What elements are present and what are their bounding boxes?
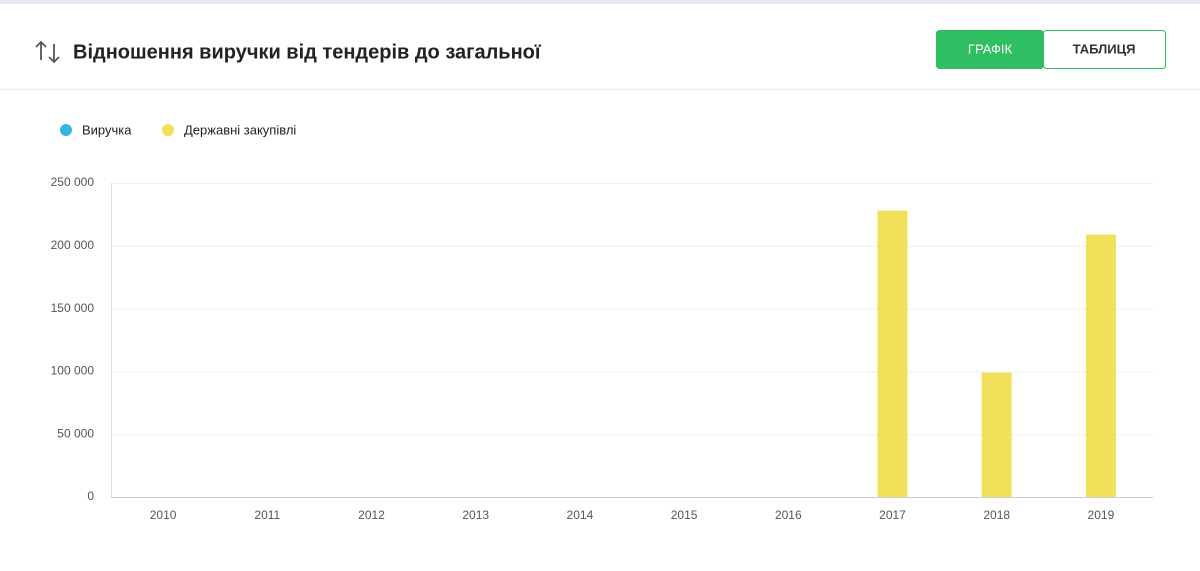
bar [981, 372, 1012, 497]
y-tick-label: 200 000 [51, 238, 95, 252]
x-tick-label: 2015 [671, 508, 698, 522]
y-tick-label: 150 000 [51, 301, 95, 315]
x-tick-label: 2017 [879, 508, 906, 522]
bar [877, 210, 908, 497]
chart-title: Відношення виручки від тендерів до загал… [73, 41, 541, 63]
button-label[interactable]: ТАБЛИЦЯ [1073, 41, 1136, 56]
x-tick-label: 2019 [1088, 508, 1115, 522]
y-tick-label: 250 000 [51, 175, 95, 189]
legend-marker [60, 124, 72, 136]
legend-label: Виручка [82, 122, 132, 137]
x-tick-label: 2014 [567, 508, 594, 522]
legend-label: Державні закупівлі [184, 122, 296, 137]
y-tick-label: 100 000 [51, 364, 95, 378]
y-tick-label: 0 [87, 489, 94, 503]
sort-icon [35, 40, 60, 64]
x-tick-label: 2018 [983, 508, 1010, 522]
button-table[interactable] [1043, 30, 1166, 69]
y-tick-label: 50 000 [57, 426, 94, 440]
x-tick-label: 2016 [775, 508, 802, 522]
button-label[interactable]: ГРАФІК [968, 41, 1013, 56]
x-tick-label: 2012 [358, 508, 385, 522]
top-strip [0, 0, 1200, 4]
bar [1085, 234, 1116, 497]
x-tick-label: 2010 [150, 508, 177, 522]
x-tick-label: 2013 [462, 508, 489, 522]
legend-marker [162, 124, 174, 136]
x-tick-label: 2011 [254, 508, 280, 522]
